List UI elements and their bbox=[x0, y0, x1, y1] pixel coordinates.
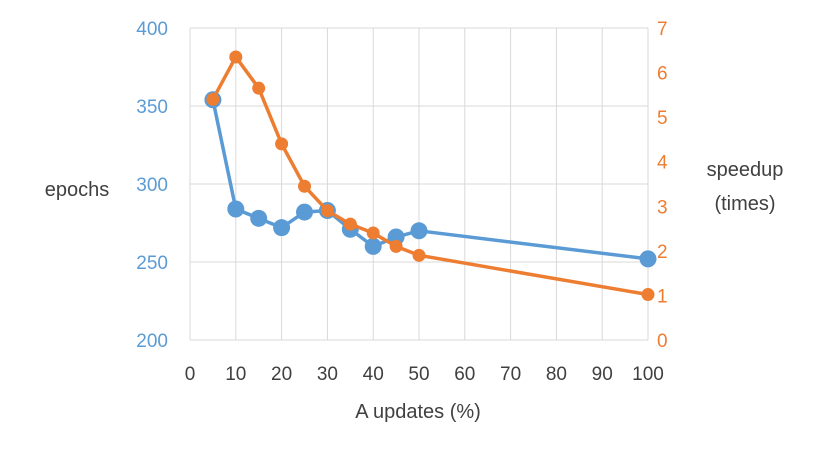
x-tick-label: 80 bbox=[546, 364, 567, 385]
data-point-right bbox=[206, 92, 220, 106]
series-line-right bbox=[211, 55, 649, 297]
x-tick-label: 20 bbox=[271, 364, 292, 385]
x-tick-label: 30 bbox=[317, 364, 338, 385]
x-tick-label: 90 bbox=[592, 364, 613, 385]
data-point-left bbox=[250, 209, 268, 227]
x-tick-label: 60 bbox=[454, 364, 475, 385]
x-tick-label: 40 bbox=[363, 364, 384, 385]
data-point-left bbox=[410, 222, 428, 240]
x-tick-label: 0 bbox=[185, 364, 196, 385]
x-tick-label: 100 bbox=[632, 364, 664, 385]
right-tick-label: 1 bbox=[657, 286, 668, 307]
right-tick-label: 7 bbox=[657, 19, 668, 40]
left-axis-title: epochs bbox=[45, 179, 110, 201]
data-point-right bbox=[252, 81, 266, 95]
left-tick-label: 300 bbox=[136, 175, 168, 196]
data-point-right bbox=[343, 217, 357, 231]
right-axis-title-line-2: (times) bbox=[714, 193, 775, 215]
series-right bbox=[206, 50, 655, 302]
data-point-right bbox=[320, 204, 334, 218]
right-tick-label: 3 bbox=[657, 197, 668, 218]
data-point-right bbox=[412, 248, 426, 262]
right-tick-label: 2 bbox=[657, 242, 668, 263]
series-layer bbox=[204, 50, 657, 302]
gridlines bbox=[189, 27, 649, 341]
x-tick-label: 70 bbox=[500, 364, 521, 385]
x-axis-tick-labels: 0 10 20 30 40 50 60 70 80 90 100 bbox=[185, 364, 664, 385]
left-tick-label: 350 bbox=[136, 97, 168, 118]
data-point-left bbox=[296, 203, 313, 221]
right-tick-label: 4 bbox=[657, 153, 668, 174]
left-tick-label: 250 bbox=[136, 253, 168, 274]
data-point-left bbox=[639, 250, 657, 268]
left-tick-label: 400 bbox=[136, 19, 168, 40]
left-tick-label: 200 bbox=[136, 331, 168, 352]
data-point-right bbox=[641, 288, 655, 302]
data-point-left bbox=[273, 219, 291, 237]
data-point-right bbox=[366, 226, 380, 240]
data-point-left bbox=[387, 228, 405, 246]
x-tick-label: 50 bbox=[408, 364, 429, 385]
left-axis-tick-labels: 200 250 300 350 400 bbox=[136, 19, 168, 352]
right-axis-title-line-1: speedup bbox=[707, 159, 784, 181]
data-point-left bbox=[364, 237, 382, 255]
x-tick-label: 10 bbox=[225, 364, 246, 385]
right-tick-label: 0 bbox=[657, 331, 668, 352]
data-point-right bbox=[229, 50, 243, 64]
right-tick-label: 5 bbox=[657, 108, 668, 129]
data-point-right bbox=[389, 239, 403, 253]
x-axis-title: A updates (%) bbox=[355, 401, 481, 423]
right-tick-label: 6 bbox=[657, 64, 668, 85]
data-point-left bbox=[227, 200, 245, 218]
right-axis-tick-labels: 0 1 2 3 4 5 6 7 bbox=[657, 19, 668, 352]
data-point-right bbox=[275, 137, 289, 151]
data-point-right bbox=[298, 179, 311, 193]
